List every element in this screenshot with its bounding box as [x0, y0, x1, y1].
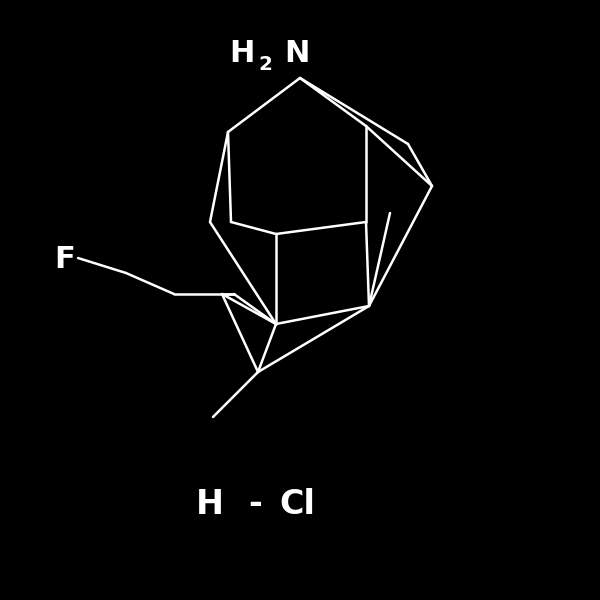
Text: F: F — [55, 245, 75, 274]
Text: Cl: Cl — [279, 487, 315, 520]
Text: H: H — [230, 40, 255, 68]
Text: H: H — [196, 487, 224, 520]
Text: N: N — [284, 40, 309, 68]
Text: -: - — [248, 487, 262, 520]
Text: 2: 2 — [258, 55, 272, 74]
